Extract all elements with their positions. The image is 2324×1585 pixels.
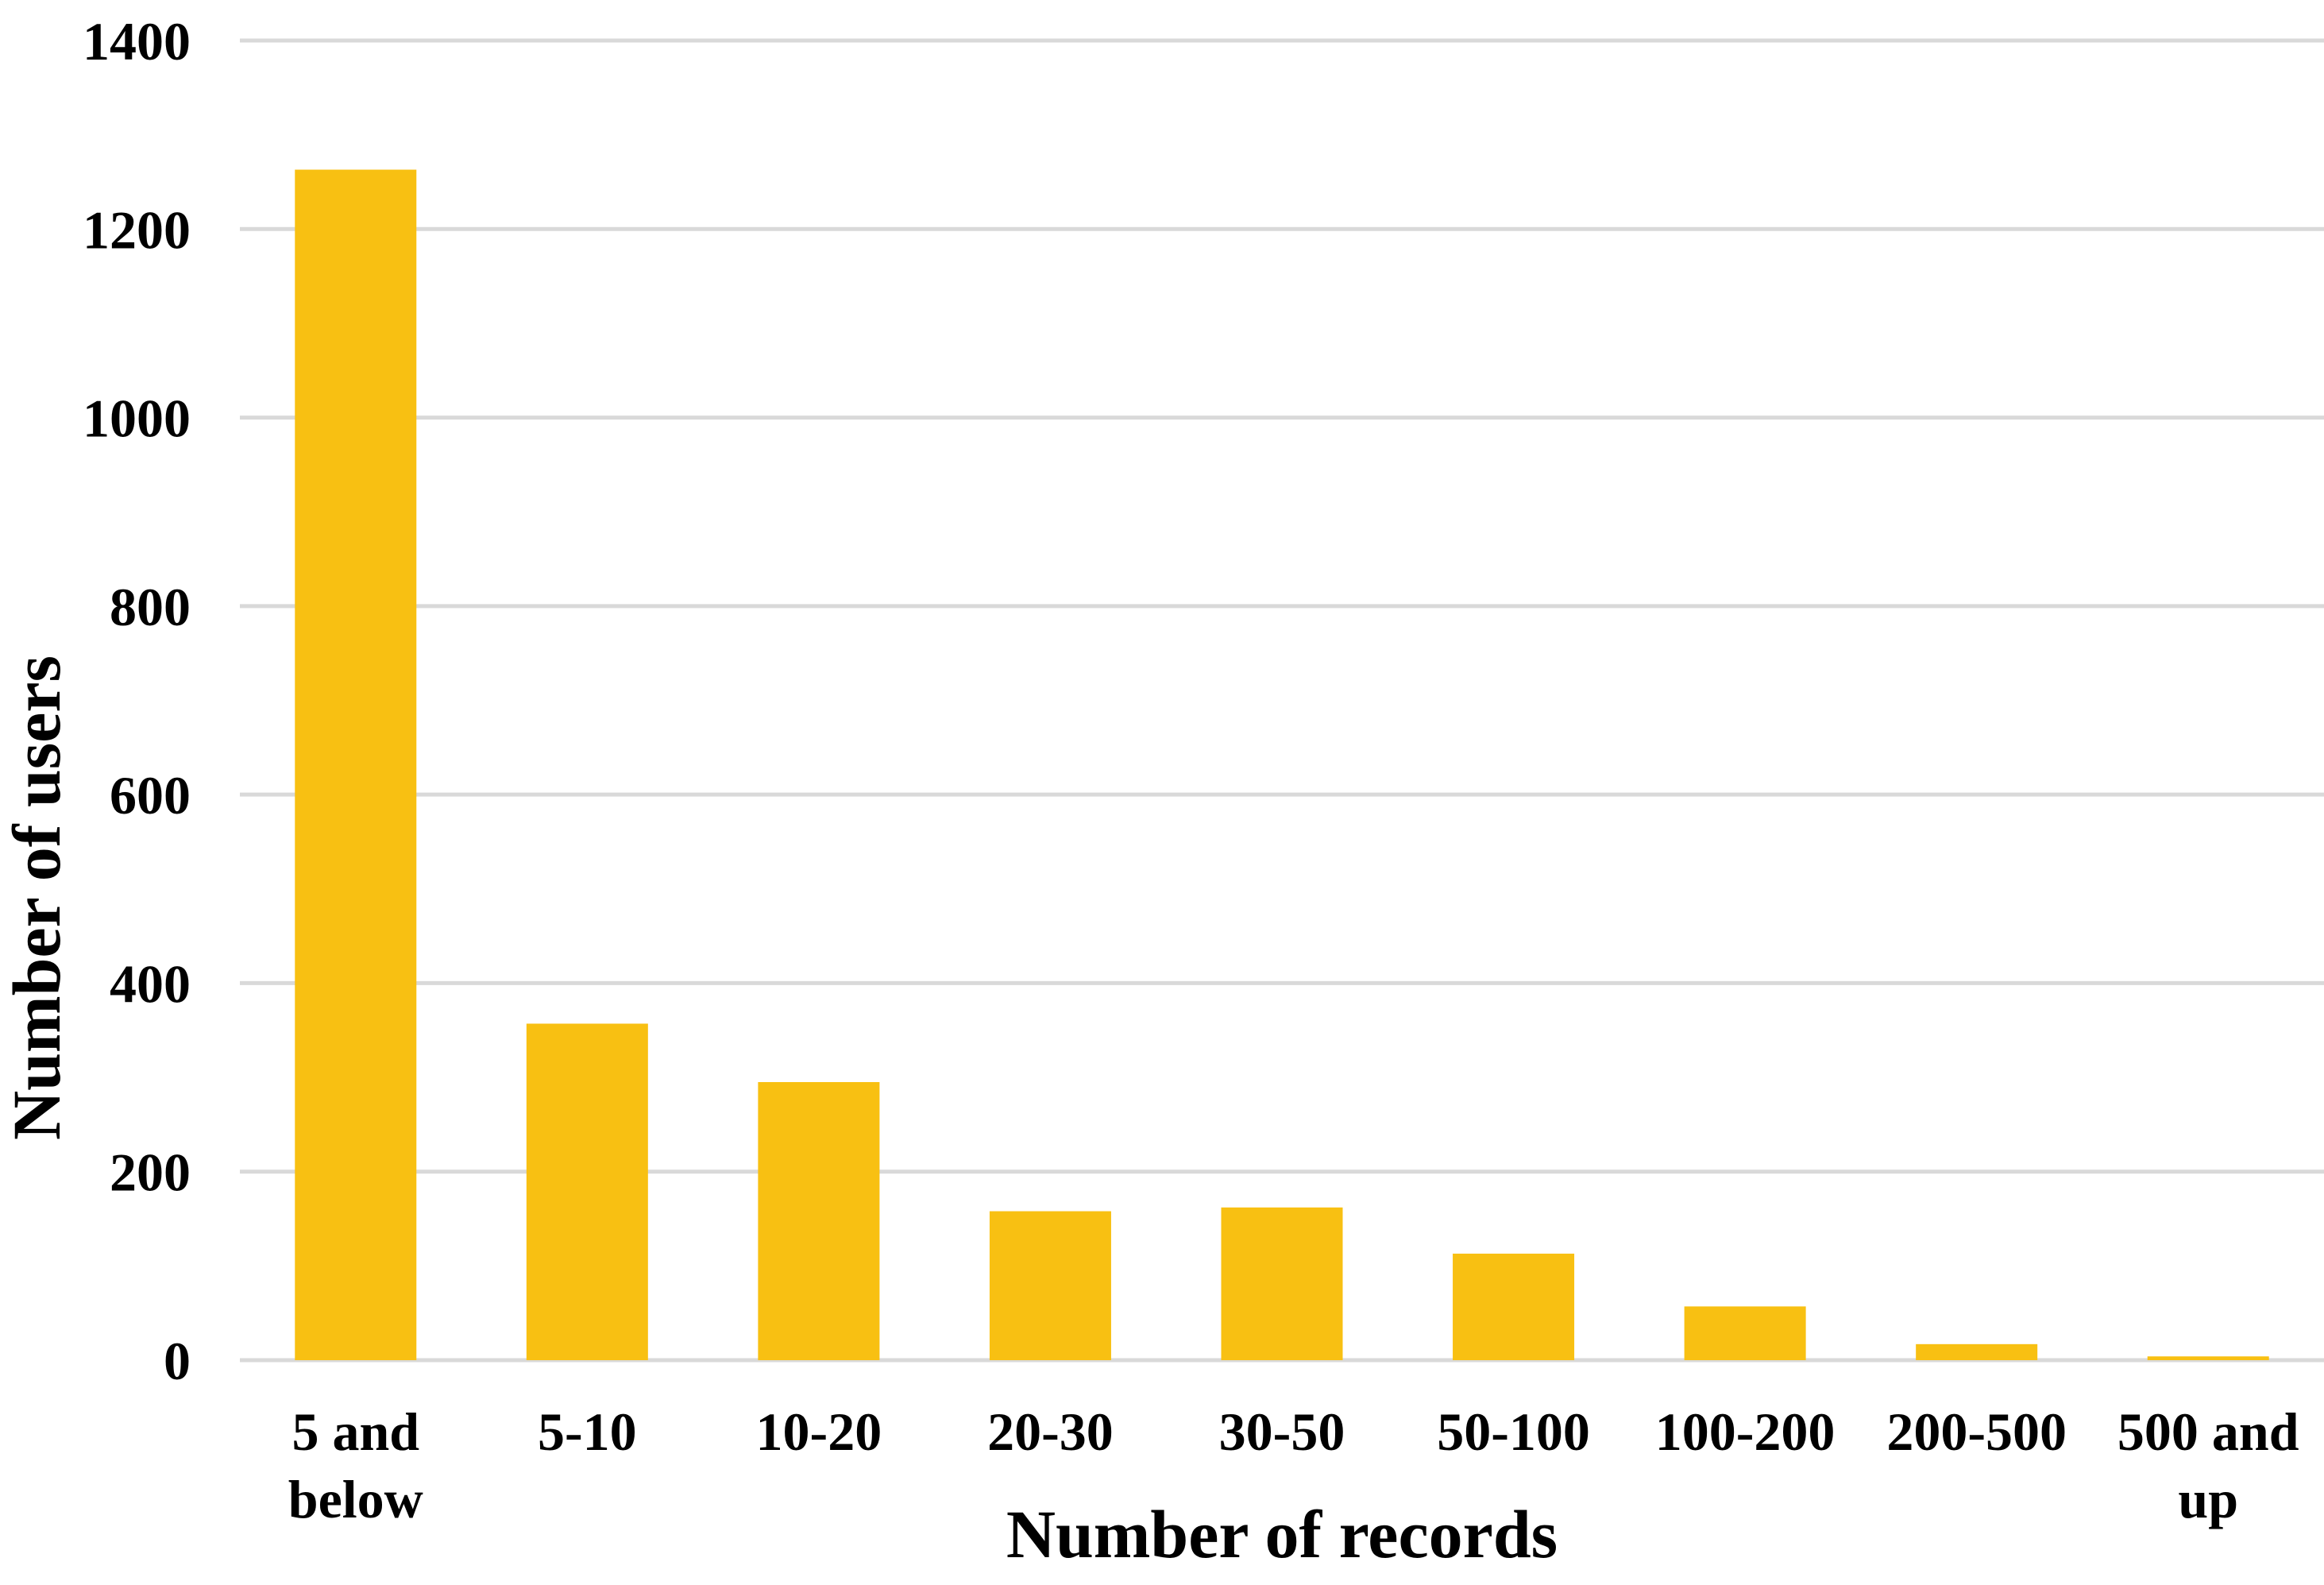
x-category-label-line: 100-200 <box>1655 1401 1836 1462</box>
bar <box>295 169 417 1360</box>
x-axis-categories: 5 and below 5-10 10-20 20-30 30-50 50-100 100-2… <box>288 1401 2299 1529</box>
x-category-label: 500 and up <box>2117 1401 2299 1529</box>
x-axis-title: Number of records <box>1006 1496 1558 1572</box>
x-category-label: 50-100 <box>1437 1401 1590 1462</box>
y-tick-label: 0 <box>164 1331 191 1391</box>
y-tick-label: 800 <box>110 577 191 637</box>
y-tick-label: 1000 <box>83 389 191 449</box>
bar <box>1916 1343 2038 1360</box>
x-category-label-line: 200-500 <box>1886 1401 2067 1462</box>
bar <box>1453 1253 1575 1360</box>
bar <box>989 1211 1111 1360</box>
x-category-label: 100-200 <box>1655 1401 1836 1462</box>
y-tick-label: 400 <box>110 953 191 1014</box>
bar <box>1221 1207 1343 1360</box>
bar <box>2147 1356 2269 1360</box>
x-category-label: 5-10 <box>538 1401 637 1462</box>
x-category-label-line: 5-10 <box>538 1401 637 1462</box>
y-tick-label: 600 <box>110 765 191 825</box>
x-category-label-line: 5 and <box>291 1401 419 1462</box>
x-category-label-line: 30-50 <box>1219 1401 1345 1462</box>
x-category-label: 30-50 <box>1219 1401 1345 1462</box>
y-axis-ticks: 0 200 400 600 800 1000 1200 1400 <box>83 11 191 1391</box>
x-category-label: 20-30 <box>987 1401 1114 1462</box>
y-axis-title: Number of users <box>0 655 75 1140</box>
y-tick-label: 1200 <box>83 199 191 260</box>
x-category-label-line: 10-20 <box>756 1401 882 1462</box>
x-category-label-line: up <box>2178 1469 2238 1529</box>
x-category-label-line: 500 and <box>2117 1401 2299 1462</box>
bars <box>295 169 2269 1360</box>
x-category-label-line: 50-100 <box>1437 1401 1590 1462</box>
x-category-label: 5 and below <box>288 1401 423 1529</box>
x-category-label: 200-500 <box>1886 1401 2067 1462</box>
bar <box>1684 1306 1806 1360</box>
bar <box>526 1023 648 1360</box>
x-category-label: 10-20 <box>756 1401 882 1462</box>
x-category-label-line: 20-30 <box>987 1401 1114 1462</box>
y-tick-label: 200 <box>110 1142 191 1203</box>
y-tick-label: 1400 <box>83 11 191 72</box>
bar <box>758 1082 880 1360</box>
x-category-label-line: below <box>288 1469 423 1529</box>
